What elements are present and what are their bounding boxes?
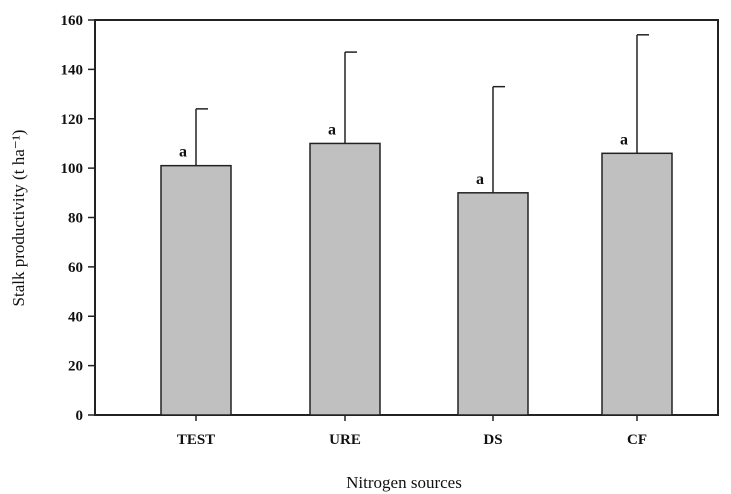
x-category-label: TEST <box>177 432 215 448</box>
significance-label: a <box>620 131 628 148</box>
y-tick-label: 100 <box>61 161 84 177</box>
x-category-label: CF <box>627 432 647 448</box>
significance-label: a <box>179 144 187 161</box>
x-axis-labels: TEST URE DS CF <box>177 415 647 448</box>
significance-label: a <box>328 121 336 138</box>
y-tick-label: 20 <box>68 359 83 375</box>
bar-ds <box>457 192 529 416</box>
y-axis-ticks: 0 20 40 60 80 100 120 140 160 <box>61 13 95 424</box>
y-tick-label: 160 <box>61 13 84 29</box>
x-category-label: URE <box>329 432 361 448</box>
y-tick-label: 140 <box>61 62 84 78</box>
bar-cf <box>601 152 673 416</box>
y-axis-title: Stalk productivity (t ha⁻¹) <box>9 130 28 307</box>
y-tick-label: 120 <box>61 112 84 128</box>
y-tick-label: 0 <box>76 408 84 424</box>
y-tick-label: 40 <box>68 309 83 325</box>
bar-test <box>160 164 232 416</box>
significance-label: a <box>476 171 484 188</box>
y-tick-label: 60 <box>68 260 83 276</box>
bars: a a a a <box>160 34 673 416</box>
x-category-label: DS <box>483 432 502 448</box>
bar-ure <box>309 142 381 416</box>
x-axis-title: Nitrogen sources <box>346 473 462 492</box>
y-tick-label: 80 <box>68 211 83 227</box>
